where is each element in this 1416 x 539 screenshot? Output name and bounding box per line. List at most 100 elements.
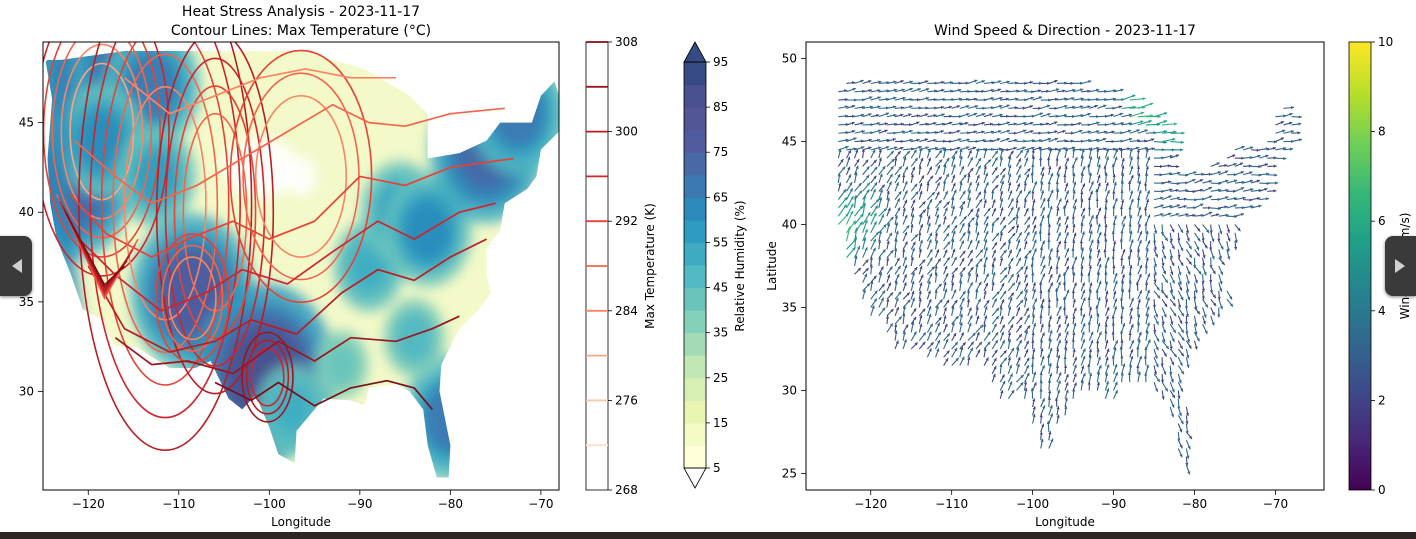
wind-vector-head — [1041, 398, 1045, 402]
wind-vector-head — [1136, 364, 1140, 368]
wind-vector-head — [896, 257, 900, 262]
wind-vector-head — [1041, 255, 1045, 260]
wind-vector-head — [1196, 310, 1200, 315]
wind-vector-head — [1082, 372, 1086, 377]
wind-vector-head — [1098, 331, 1102, 335]
wind-vector-head — [903, 274, 907, 278]
wind-vector-head — [938, 200, 942, 204]
next-button[interactable] — [1385, 236, 1416, 296]
wind-vector-head — [1028, 250, 1032, 254]
wind-vector-head — [1073, 382, 1077, 386]
wind-vector-head — [1185, 462, 1189, 466]
wind-vector-head — [952, 230, 956, 235]
wind-vector-head — [962, 342, 966, 346]
wind-vector-head — [953, 189, 957, 194]
wind-vector-head — [1127, 255, 1131, 259]
wind-vector-head — [1136, 146, 1140, 150]
wind-vector-head — [952, 174, 956, 179]
wind-vector-head — [958, 138, 962, 142]
wind-vector-head — [1224, 205, 1228, 209]
wind-vector-head — [1063, 239, 1067, 244]
wind-vector-head — [1018, 190, 1022, 194]
wind-vector-head — [1020, 382, 1024, 386]
wind-vector-head — [1082, 313, 1086, 318]
wind-vector-head — [912, 241, 916, 246]
wind-vector-head — [1161, 396, 1165, 400]
wind-vector-head — [928, 348, 932, 352]
wind-vector-head — [962, 267, 966, 271]
wind-vector-head — [1122, 363, 1126, 367]
temperature-contour-line — [229, 49, 373, 303]
wind-vector-head — [993, 357, 997, 362]
wind-tick-label: 10 — [1378, 35, 1393, 49]
wind-vector-head — [1224, 170, 1229, 174]
wind-vector-head — [911, 290, 915, 295]
wind-vector-head — [1016, 273, 1020, 278]
wind-vector-head — [1211, 322, 1215, 326]
wind-vector-head — [1218, 255, 1223, 260]
wind-vector-head — [973, 130, 977, 134]
wind-vector-head — [1179, 453, 1183, 458]
wind-vector-head — [993, 298, 997, 302]
wind-vector-head — [1204, 330, 1208, 334]
wind-vector-head — [1163, 353, 1167, 357]
wind-vector-head — [942, 97, 946, 102]
wind-vector-head — [1208, 211, 1213, 215]
wind-vector-head — [1112, 173, 1116, 178]
wind-vector-head — [1201, 288, 1206, 292]
wind-vector-head — [1008, 306, 1012, 310]
wind-vector-head — [1104, 281, 1109, 285]
wind-vector-head — [1114, 340, 1118, 344]
wind-vector-head — [1029, 121, 1034, 125]
wind-vector-head — [1177, 395, 1181, 399]
wind-vector-head — [1079, 240, 1083, 244]
wind-vector-head — [951, 281, 955, 286]
right-x-tick-label: −100 — [1016, 497, 1049, 511]
wind-vector-head — [862, 289, 866, 293]
wind-vector-head — [1087, 381, 1091, 385]
wind-vector-head — [1265, 172, 1270, 176]
wind-vector-head — [1090, 215, 1094, 219]
wind-vector-head — [1025, 340, 1029, 345]
wind-vector-head — [1140, 120, 1144, 124]
wind-vector-head — [949, 131, 953, 135]
wind-vector-head — [1010, 292, 1014, 296]
wind-vector-head — [1114, 363, 1118, 368]
wind-vector-head — [968, 197, 972, 201]
wind-vector-head — [1041, 298, 1045, 303]
wind-vector-head — [1161, 262, 1165, 267]
wind-vector-head — [946, 157, 950, 162]
wind-vector-head — [1096, 130, 1100, 134]
wind-vector-head — [968, 307, 972, 311]
wind-vector-head — [962, 201, 966, 205]
wind-vector-head — [1046, 104, 1051, 108]
wind-vector-head — [873, 212, 877, 217]
wind-vector-head — [936, 182, 940, 186]
wind-vector-head — [1079, 105, 1084, 109]
wind-vector-head — [1159, 173, 1163, 177]
wind-vector-head — [1025, 157, 1029, 161]
wind-vector-head — [984, 315, 988, 319]
wind-vector-head — [885, 112, 890, 116]
wind-vector-head — [962, 250, 966, 255]
wind-vector-head — [941, 88, 945, 92]
wind-vector-head — [927, 290, 931, 294]
wind-vector-head — [1049, 248, 1053, 252]
wind-vector-head — [1019, 149, 1023, 154]
wind-vector-head — [938, 176, 942, 180]
wind-vector-head — [1087, 123, 1091, 127]
wind-vector-head — [1049, 373, 1053, 377]
wind-vector-head — [934, 265, 938, 269]
wind-vector-head — [1177, 254, 1181, 259]
humidity-region — [63, 323, 88, 352]
wind-vector-head — [1208, 206, 1212, 210]
wind-vector-head — [926, 182, 930, 186]
wind-vector-head — [1146, 198, 1150, 203]
wind-vector-head — [990, 88, 995, 92]
wind-vector-head — [1114, 198, 1118, 202]
previous-button[interactable] — [0, 236, 32, 296]
wind-vector-head — [1176, 181, 1180, 186]
wind-vector-head — [1242, 196, 1246, 200]
wind-vector-head — [1018, 325, 1022, 329]
wind-vector-head — [1211, 311, 1215, 316]
